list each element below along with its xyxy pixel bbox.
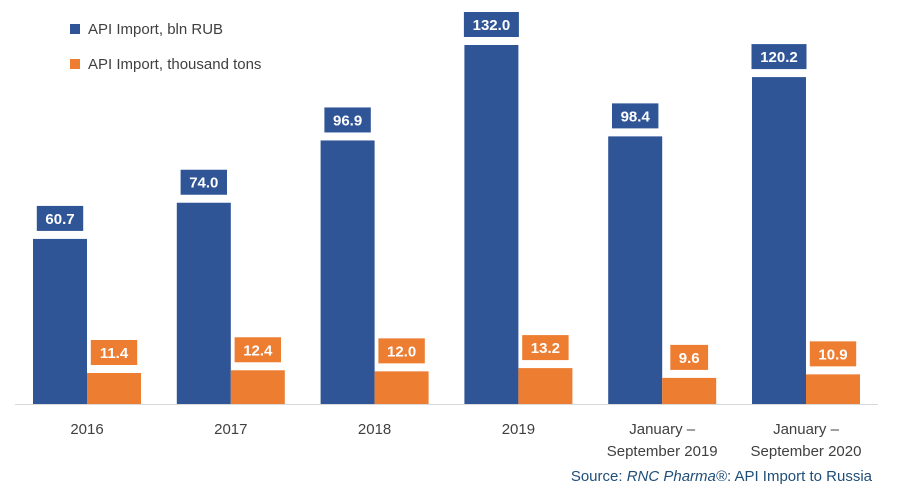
legend-label-rub: API Import, bln RUB — [88, 20, 224, 38]
category-label-5-line1: September 2020 — [751, 443, 862, 460]
bar-rub-5 — [752, 77, 806, 405]
category-label-4-line0: January – — [629, 421, 696, 438]
bar-rub-0 — [33, 238, 87, 404]
data-label-box-tons-0 — [90, 339, 138, 365]
bar-rub-3 — [464, 45, 519, 404]
data-label-box-tons-1 — [234, 337, 281, 363]
legend-item-tons: API Import, thousand tons — [70, 53, 261, 75]
data-label-box-rub-5 — [751, 44, 807, 70]
source-suffix: : API Import to Russia — [726, 468, 872, 485]
data-label-box-rub-2 — [324, 107, 371, 133]
bar-tons-4 — [662, 377, 717, 404]
data-label-box-tons-2 — [378, 338, 425, 364]
bar-tons-0 — [87, 372, 141, 404]
data-label-tons-4: 9.6 — [679, 350, 700, 367]
data-label-rub-5: 120.2 — [760, 49, 798, 66]
bar-rub-1 — [176, 202, 231, 404]
source-brand: RNC Pharma® — [626, 468, 727, 485]
data-label-tons-3: 13.2 — [531, 340, 560, 357]
data-label-box-tons-5 — [809, 341, 857, 367]
bar-tons-3 — [518, 368, 573, 404]
bar-tons-2 — [374, 371, 429, 404]
bar-tons-5 — [806, 374, 860, 404]
legend-label-tons: API Import, thousand tons — [88, 55, 262, 73]
legend-swatch-tons — [70, 59, 80, 69]
data-label-tons-5: 10.9 — [818, 346, 847, 363]
data-label-rub-2: 96.9 — [333, 112, 362, 129]
category-label-3: 2019 — [502, 421, 535, 438]
data-label-box-tons-4 — [670, 344, 709, 370]
legend-swatch-rub — [70, 24, 80, 34]
data-label-tons-0: 11.4 — [100, 345, 129, 362]
bar-rub-4 — [608, 136, 663, 404]
bar-rub-2 — [320, 140, 375, 404]
data-label-box-tons-3 — [522, 335, 569, 361]
category-label-5-line0: January – — [773, 421, 840, 438]
data-label-tons-1: 12.4 — [243, 342, 273, 359]
category-label-1: 2017 — [214, 421, 247, 438]
data-label-rub-1: 74.0 — [189, 175, 218, 192]
source-prefix: Source: — [570, 468, 627, 485]
legend-item-rub: API Import, bln RUB — [70, 18, 261, 40]
data-label-rub-4: 98.4 — [621, 108, 651, 125]
bar-tons-1 — [230, 370, 285, 404]
category-label-0: 2016 — [70, 421, 103, 438]
data-label-box-rub-1 — [180, 169, 227, 195]
data-label-tons-2: 12.0 — [387, 343, 416, 360]
data-label-box-rub-3 — [463, 12, 519, 37]
data-label-box-rub-4 — [612, 103, 659, 129]
chart-legend: API Import, bln RUB API Import, thousand… — [70, 18, 261, 88]
category-label-4-line1: September 2019 — [607, 443, 718, 460]
data-label-rub-0: 60.7 — [45, 211, 74, 228]
source-note: Source: RNC Pharma®: API Import to Russi… — [571, 468, 872, 485]
data-label-box-rub-0 — [36, 205, 84, 231]
data-label-rub-3: 132.0 — [473, 17, 511, 34]
category-label-2: 2018 — [358, 421, 391, 438]
